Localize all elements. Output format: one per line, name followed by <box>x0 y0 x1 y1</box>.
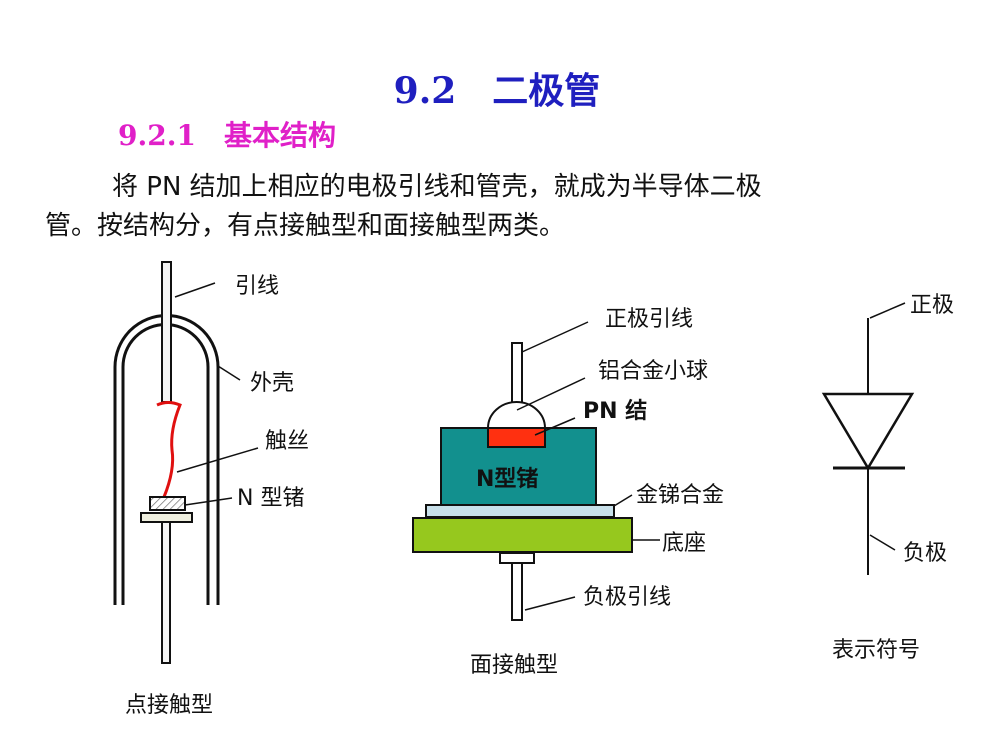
label-n-ge: N型锗 <box>476 466 538 492</box>
diode-symbol: 正极 负极 表示符号 <box>821 293 954 663</box>
base <box>412 517 633 553</box>
label-pn: PN 结 <box>583 398 647 424</box>
paragraph-line-2: 管。按结构分，有点接触型和面接触型两类。 <box>45 211 566 241</box>
top-lead <box>161 261 172 403</box>
caption-point-contact: 点接触型 <box>125 693 213 718</box>
paragraph-line-1: 将 PN 结加上相应的电极引线和管壳，就成为半导体二极 <box>112 172 762 202</box>
bottom-lead <box>161 521 171 664</box>
germanium-chip <box>149 496 186 511</box>
cathode-lead <box>511 562 523 621</box>
point-contact-diode: 引线 外壳 触丝 N 型锗 点接触型 <box>113 261 309 718</box>
pn-junction <box>487 427 546 448</box>
section-title: 9.2 二极管 <box>393 70 601 112</box>
label-anode-lead: 正极引线 <box>605 307 693 332</box>
label-cathode-lead: 负极引线 <box>583 585 671 610</box>
label-ball: 铝合金小球 <box>598 359 708 384</box>
subsection-title: 9.2.1 基本结构 <box>118 119 336 152</box>
label-alloy: 金锑合金 <box>636 483 724 508</box>
label-wire: 触丝 <box>265 429 309 454</box>
label-shell: 外壳 <box>250 371 294 396</box>
label-lead: 引线 <box>235 274 279 299</box>
support-plate <box>140 512 193 523</box>
label-base: 底座 <box>662 531 706 556</box>
label-anode: 正极 <box>910 293 954 318</box>
contact-wire <box>156 401 182 498</box>
gold-antimony-alloy <box>425 504 615 518</box>
junction-diode: 正极引线 铝合金小球 PN 结 N型锗 金锑合金 底座 负极引线 面接触型 <box>412 307 724 678</box>
base-stub <box>499 552 535 564</box>
aluminum-ball <box>486 401 547 429</box>
label-cathode: 负极 <box>903 541 947 566</box>
anode-lead <box>511 342 523 406</box>
label-ge: N 型锗 <box>237 486 304 511</box>
caption-junction: 面接触型 <box>470 653 558 678</box>
caption-symbol: 表示符号 <box>832 638 920 663</box>
